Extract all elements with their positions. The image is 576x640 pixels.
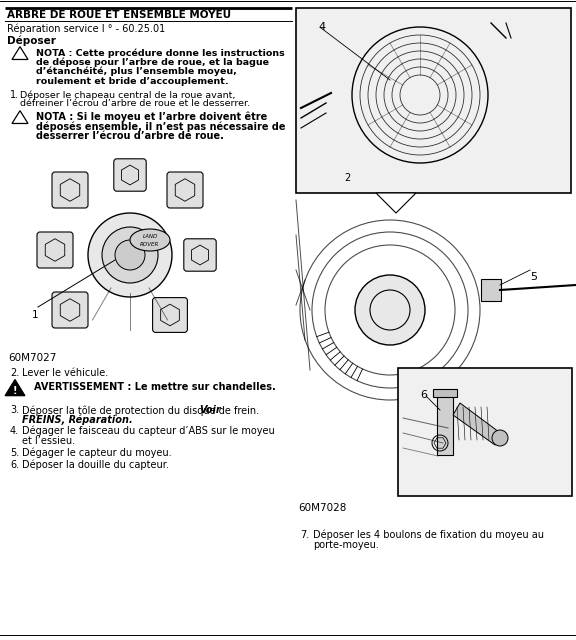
Text: 4: 4 xyxy=(318,22,325,32)
Text: desserrer l’écrou d’arbre de roue.: desserrer l’écrou d’arbre de roue. xyxy=(36,131,224,141)
Text: 6.: 6. xyxy=(10,460,19,470)
FancyBboxPatch shape xyxy=(167,172,203,208)
Text: Déposer les 4 boulons de fixation du moyeu au: Déposer les 4 boulons de fixation du moy… xyxy=(313,530,544,541)
Text: NOTA : Si le moyeu et l’arbre doivent être: NOTA : Si le moyeu et l’arbre doivent êt… xyxy=(36,112,267,122)
Text: Réparation service I ° - 60.25.01: Réparation service I ° - 60.25.01 xyxy=(7,23,165,33)
Text: 5.: 5. xyxy=(10,448,19,458)
Text: LAND: LAND xyxy=(142,234,158,239)
Polygon shape xyxy=(376,193,416,213)
Text: 2.: 2. xyxy=(10,368,19,378)
Text: 1: 1 xyxy=(32,310,39,320)
Text: Lever le véhicule.: Lever le véhicule. xyxy=(22,368,108,378)
FancyBboxPatch shape xyxy=(114,159,146,191)
Text: défreiner l’écrou d’arbre de roue et le desserrer.: défreiner l’écrou d’arbre de roue et le … xyxy=(20,99,250,109)
Text: 5: 5 xyxy=(530,272,537,282)
Circle shape xyxy=(102,227,158,283)
Text: Dégager le capteur du moyeu.: Dégager le capteur du moyeu. xyxy=(22,448,172,458)
FancyBboxPatch shape xyxy=(37,232,73,268)
Text: 60M7028: 60M7028 xyxy=(298,503,346,513)
Polygon shape xyxy=(453,403,503,445)
Text: 3.: 3. xyxy=(10,405,19,415)
FancyBboxPatch shape xyxy=(184,239,216,271)
FancyBboxPatch shape xyxy=(153,298,187,332)
Circle shape xyxy=(355,275,425,345)
Circle shape xyxy=(115,240,145,270)
Text: Déposer le chapeau central de la roue avant,: Déposer le chapeau central de la roue av… xyxy=(20,90,236,99)
Circle shape xyxy=(88,213,172,297)
Text: Dégager le faisceau du capteur d’ABS sur le moyeu: Dégager le faisceau du capteur d’ABS sur… xyxy=(22,426,275,436)
Text: 4.: 4. xyxy=(10,426,19,436)
Circle shape xyxy=(492,430,508,446)
Text: ROVER: ROVER xyxy=(141,241,160,246)
FancyBboxPatch shape xyxy=(52,292,88,328)
Bar xyxy=(296,8,571,193)
Text: de dépose pour l’arbre de roue, et la bague: de dépose pour l’arbre de roue, et la ba… xyxy=(36,58,269,67)
Bar xyxy=(437,395,453,455)
Text: Déposer la douille du capteur.: Déposer la douille du capteur. xyxy=(22,460,169,470)
Text: et l’essieu.: et l’essieu. xyxy=(22,435,75,445)
Text: roulement et bride d’accouplement.: roulement et bride d’accouplement. xyxy=(36,77,229,86)
Text: ARBRE DE ROUE ET ENSEMBLE MOYEU: ARBRE DE ROUE ET ENSEMBLE MOYEU xyxy=(7,10,231,20)
Text: porte-moyeu.: porte-moyeu. xyxy=(313,540,379,550)
Text: Voir: Voir xyxy=(199,405,221,415)
Text: Déposer la tôle de protection du disque de frein.: Déposer la tôle de protection du disque … xyxy=(22,405,264,415)
FancyBboxPatch shape xyxy=(481,279,501,301)
Text: 7.: 7. xyxy=(300,530,309,540)
Text: NOTA : Cette procédure donne les instructions: NOTA : Cette procédure donne les instruc… xyxy=(36,48,285,58)
Text: 6: 6 xyxy=(420,390,427,400)
Text: 60M7027: 60M7027 xyxy=(8,353,56,363)
Text: 2: 2 xyxy=(344,173,350,183)
Bar xyxy=(398,368,572,496)
Text: !: ! xyxy=(13,386,17,396)
Text: d’étanchéité, plus l’ensemble moyeu,: d’étanchéité, plus l’ensemble moyeu, xyxy=(36,67,237,77)
FancyBboxPatch shape xyxy=(52,172,88,208)
Text: déposés ensemble, il n’est pas nécessaire de: déposés ensemble, il n’est pas nécessair… xyxy=(36,122,286,132)
Text: Déposer: Déposer xyxy=(7,35,56,45)
Bar xyxy=(433,389,457,397)
Ellipse shape xyxy=(130,229,170,251)
Polygon shape xyxy=(5,380,25,396)
Text: 1.: 1. xyxy=(10,90,19,100)
Text: AVERTISSEMENT : Le mettre sur chandelles.: AVERTISSEMENT : Le mettre sur chandelles… xyxy=(34,382,276,392)
Text: FREINS, Réparation.: FREINS, Réparation. xyxy=(22,415,132,425)
